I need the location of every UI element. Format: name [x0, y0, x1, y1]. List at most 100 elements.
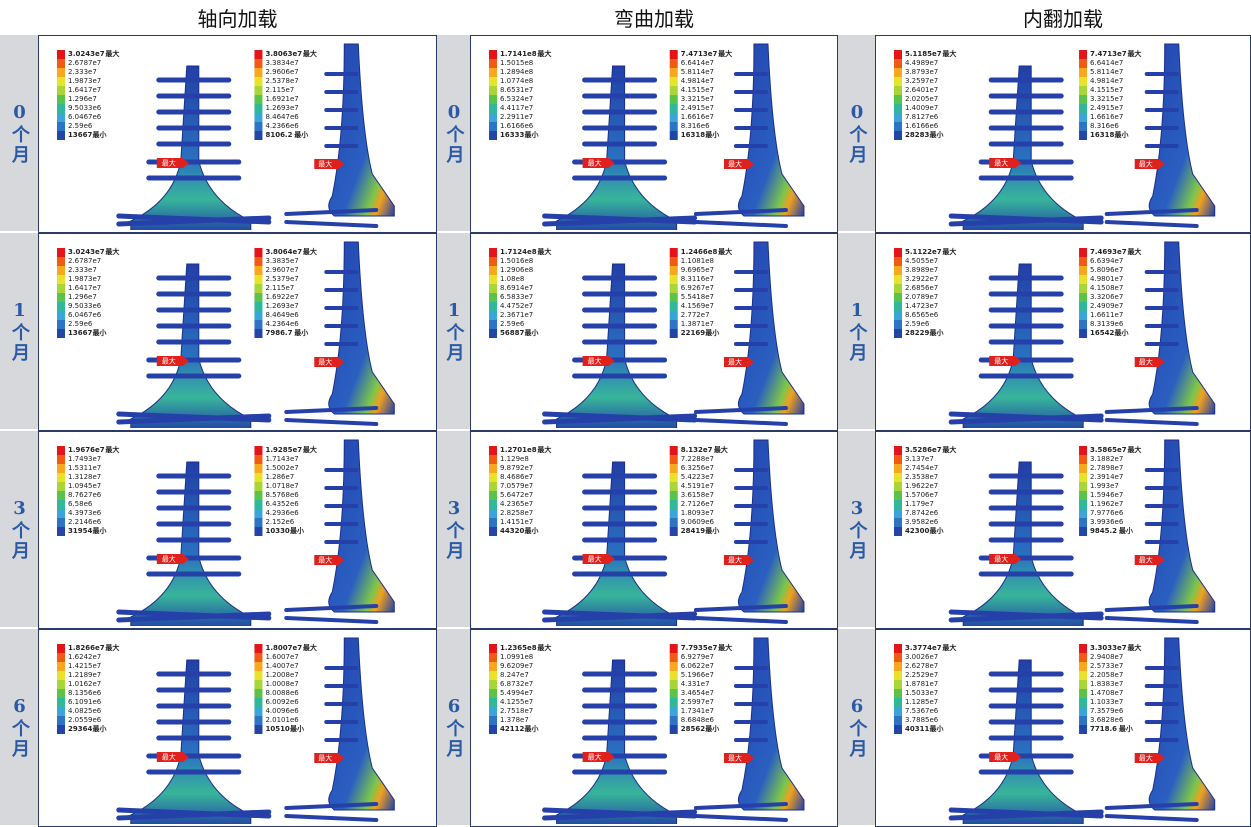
legend-value: 1.1033e7 [1090, 698, 1123, 706]
legend-value: 2.4915e7 [1090, 104, 1123, 112]
max-label: 最大 [303, 49, 317, 58]
figure: 轴向加载弯曲加载内翻加载0个月3.0243e7最大2.6787e72.333e7… [0, 0, 1251, 827]
legend-value: 1.8383e7 [1090, 680, 1123, 688]
legend-value: 8.132e7 [681, 446, 713, 454]
legend-swatch [254, 653, 262, 662]
min-label: 最小 [290, 526, 304, 535]
min-label: 最小 [290, 724, 304, 733]
flag-text: 最大 [588, 753, 602, 762]
legend-value: 7718.6 [1090, 725, 1117, 733]
legend-swatch [894, 293, 902, 302]
legend-swatch [57, 698, 65, 707]
legend-swatch [489, 275, 497, 284]
legend-swatch [894, 455, 902, 464]
legend-swatch [1079, 131, 1087, 140]
legend-swatch [894, 500, 902, 509]
legend-swatch [254, 446, 262, 455]
legend-swatch [1079, 518, 1087, 527]
row-label-box: 6个月 [437, 629, 470, 827]
legend-value: 3.6158e7 [681, 491, 714, 499]
panel: 1.2365e8最大1.0991e89.6209e78.247e76.8732e… [470, 629, 838, 827]
spacer [838, 0, 875, 35]
max-label: 最大 [537, 49, 551, 58]
plate [557, 462, 677, 626]
legend-value: 1.7493e7 [68, 455, 101, 463]
legend-value: 2.9606e7 [265, 68, 298, 76]
legend-swatch [489, 77, 497, 86]
max-label: 最大 [718, 643, 732, 652]
legend-value: 1.2365e8 [500, 644, 537, 652]
panel: 1.7124e8最大1.5016e81.2906e81.08e88.6914e7… [470, 233, 838, 431]
legend-swatch [1079, 293, 1087, 302]
legend-swatch [489, 491, 497, 500]
max-flag: 最大 [157, 752, 189, 762]
legend-swatch [489, 725, 497, 734]
legend-value: 3.137e7 [905, 455, 934, 463]
legend-value: 3.3206e7 [1090, 293, 1123, 301]
legend-value: 2.2911e7 [500, 113, 533, 121]
legend-value: 5.1966e7 [681, 671, 714, 679]
legend-value: 7.5367e6 [905, 707, 939, 715]
legend-value: 2.115e7 [265, 284, 294, 292]
legend-value: 3.3215e7 [681, 95, 714, 103]
legend-swatch [670, 644, 678, 653]
legend-swatch [489, 113, 497, 122]
legend-swatch [894, 716, 902, 725]
legend-value: 1.7143e7 [265, 455, 298, 463]
max-label: 最大 [942, 247, 956, 256]
legend-value: 4.4752e7 [500, 302, 533, 310]
legend-swatch [489, 86, 497, 95]
plate [963, 462, 1083, 626]
screw [696, 420, 786, 424]
legend-swatch [670, 77, 678, 86]
legend-swatch [254, 518, 262, 527]
legend-value: 1.0945e7 [68, 482, 101, 490]
legend-value: 1.6922e7 [265, 293, 298, 301]
legend-value: 8.4686e7 [500, 473, 533, 481]
legend-swatch [894, 473, 902, 482]
max-flag: 最大 [314, 555, 344, 565]
row-label: 3个月 [6, 498, 32, 561]
legend-swatch [1079, 473, 1087, 482]
legend-swatch [489, 698, 497, 707]
legend-value: 4.5191e7 [681, 482, 714, 490]
flag-text: 最大 [318, 556, 332, 565]
legend-swatch [670, 473, 678, 482]
legend-swatch [670, 662, 678, 671]
row-label: 0个月 [844, 102, 870, 165]
legend-value: 2.0101e6 [265, 716, 299, 724]
legend-value: 6.6394e7 [1090, 257, 1123, 265]
legend-swatch [1079, 275, 1087, 284]
legend-value: 1.5002e7 [265, 464, 298, 472]
legend-swatch [670, 329, 678, 338]
legend-swatch [894, 131, 902, 140]
screw [286, 222, 376, 226]
legend-swatch [894, 707, 902, 716]
legend-value: 1.6417e7 [68, 284, 101, 292]
flag-text: 最大 [588, 357, 602, 366]
legend-value: 16333 [500, 131, 524, 139]
max-flag: 最大 [314, 753, 344, 763]
legend-swatch [1079, 104, 1087, 113]
legend-value: 1.9873e7 [68, 275, 101, 283]
legend-swatch [489, 680, 497, 689]
legend-swatch [254, 257, 262, 266]
min-label: 最小 [705, 526, 719, 535]
legend-swatch [254, 50, 262, 59]
legend-value: 16318 [681, 131, 705, 139]
legend-value: 1.4151e7 [500, 518, 533, 526]
plate [557, 264, 677, 428]
max-label: 最大 [303, 247, 317, 256]
max-label: 最大 [105, 247, 119, 256]
legend-swatch [57, 257, 65, 266]
legend-value: 42112 [500, 725, 524, 733]
min-label: 最小 [1119, 724, 1133, 733]
legend-swatch [489, 329, 497, 338]
legend-value: 8106.2 [265, 131, 292, 139]
legend-value: 5.8114e7 [681, 68, 714, 76]
legend-swatch [894, 122, 902, 131]
legend-swatch [254, 482, 262, 491]
min-label: 最小 [93, 328, 107, 337]
legend-value: 2.6856e7 [905, 284, 938, 292]
legend-value: 2.115e7 [265, 86, 294, 94]
